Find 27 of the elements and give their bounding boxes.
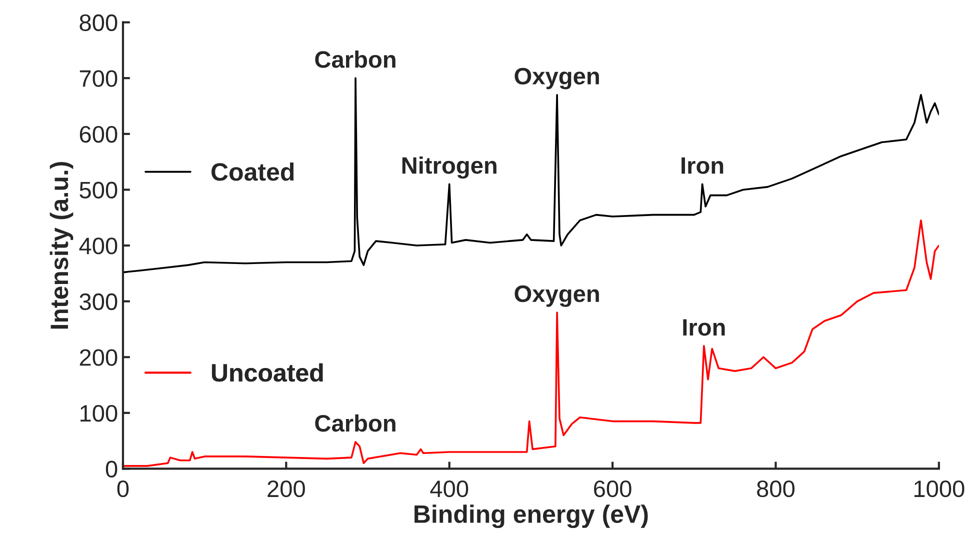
legend-label: Uncoated bbox=[212, 363, 323, 382]
x-tick-label: 0 bbox=[117, 480, 129, 498]
y-axis-title: Intensity (a.u.) bbox=[50, 162, 74, 329]
y-tick-label: 800 bbox=[80, 14, 118, 32]
y-tick-label: 400 bbox=[79, 238, 118, 254]
x-tick-label: 400 bbox=[430, 480, 468, 498]
x-tick-label: 1000 bbox=[914, 480, 964, 498]
annotation: Oxygen bbox=[514, 285, 599, 307]
annotation: Iron bbox=[682, 157, 724, 174]
y-tick-label: 600 bbox=[80, 126, 118, 143]
annotation: Carbon bbox=[315, 414, 396, 432]
x-axis-title: Binding energy (eV) bbox=[414, 504, 648, 528]
annotation: Nitrogen bbox=[402, 156, 496, 179]
y-tick-label: 100 bbox=[80, 404, 118, 422]
annotation: Iron bbox=[683, 319, 725, 336]
annotation: Carbon bbox=[315, 50, 396, 68]
y-tick-label: 200 bbox=[80, 349, 118, 366]
y-tick-label: 500 bbox=[80, 182, 118, 199]
x-tick-label: 800 bbox=[757, 480, 794, 498]
y-tick-label: 300 bbox=[80, 293, 118, 310]
x-tick-label: 200 bbox=[268, 480, 305, 498]
annotation: Oxygen bbox=[514, 68, 599, 90]
line-series bbox=[122, 220, 939, 467]
y-tick-label: 0 bbox=[106, 460, 118, 478]
y-tick-label: 700 bbox=[80, 70, 118, 87]
x-tick-label: 600 bbox=[594, 480, 632, 498]
legend-label: Coated bbox=[212, 162, 294, 181]
